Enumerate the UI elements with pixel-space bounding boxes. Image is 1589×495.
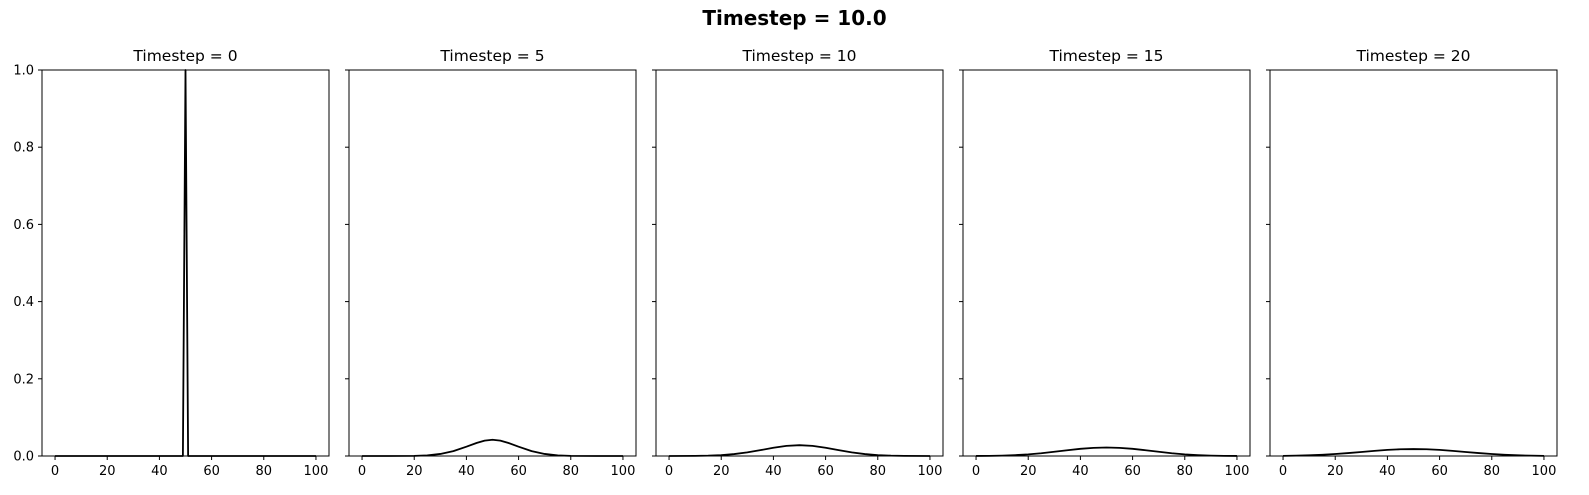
x-tick-label: 80: [869, 464, 886, 479]
axes-frame: [1269, 69, 1558, 457]
subplot-2: Timestep = 10 0 20 40 60 80 100: [652, 47, 944, 479]
x-tick-label: 40: [1072, 464, 1089, 479]
x-tick-label: 20: [406, 464, 423, 479]
x-tick-label: 0: [665, 464, 673, 479]
x-tick-label: 20: [1020, 464, 1037, 479]
x-tick-label: 0: [51, 464, 59, 479]
series-line-0: [362, 438, 623, 457]
subplot-title: Timestep = 20: [1355, 47, 1470, 65]
subplot-title: Timestep = 5: [439, 47, 544, 65]
x-tick-label: 80: [562, 464, 579, 479]
x-tick-label: 0: [1279, 464, 1287, 479]
subplot-panels: Timestep = 0 0 20 40 60 80 100 0.0 0.2 0.4 0.6 0.8 1…: [13, 47, 1558, 479]
x-tick-label: 80: [1483, 464, 1500, 479]
y-tick-label: 0.4: [13, 295, 34, 310]
x-tick-label: 80: [1176, 464, 1193, 479]
subplot-3: Timestep = 15 0 20 40 60 80 100: [959, 47, 1251, 479]
x-tick-label: 60: [1431, 464, 1448, 479]
y-tick-label: 0.8: [13, 141, 34, 156]
axes-frame: [41, 69, 330, 457]
series-line-0: [55, 69, 316, 457]
x-tick-label: 60: [817, 464, 834, 479]
axes-frame: [348, 69, 637, 457]
x-tick-label: 20: [99, 464, 116, 479]
x-tick-label: 80: [255, 464, 272, 479]
x-tick-label: 40: [458, 464, 475, 479]
axes-frame: [655, 69, 944, 457]
series-line-0: [976, 446, 1237, 457]
y-tick-label: 0.6: [13, 218, 34, 233]
x-tick-label: 60: [510, 464, 527, 479]
x-tick-label: 100: [611, 464, 636, 479]
x-tick-label: 60: [203, 464, 220, 479]
x-tick-label: 0: [972, 464, 980, 479]
subplot-title: Timestep = 15: [1048, 47, 1163, 65]
series-line-0: [1283, 448, 1544, 457]
subplot-0: Timestep = 0 0 20 40 60 80 100 0.0 0.2 0.4 0.6 0.8 1…: [13, 47, 330, 479]
series-line-0: [669, 444, 930, 457]
x-tick-label: 20: [713, 464, 730, 479]
x-tick-label: 20: [1327, 464, 1344, 479]
subplot-4: Timestep = 20 0 20 40 60 80 100: [1266, 47, 1558, 479]
subplot-1: Timestep = 5 0 20 40 60 80 100: [345, 47, 637, 479]
subplot-title: Timestep = 10: [741, 47, 856, 65]
y-tick-label: 0.0: [13, 450, 34, 465]
x-tick-label: 0: [358, 464, 366, 479]
x-tick-label: 100: [1532, 464, 1557, 479]
x-tick-label: 40: [1379, 464, 1396, 479]
x-tick-label: 40: [765, 464, 782, 479]
y-tick-label: 1.0: [13, 64, 34, 79]
x-tick-label: 100: [918, 464, 943, 479]
subplot-title: Timestep = 0: [132, 47, 237, 65]
x-tick-label: 100: [304, 464, 329, 479]
y-tick-label: 0.2: [13, 372, 34, 387]
figure-suptitle: Timestep = 10.0: [702, 6, 886, 30]
x-tick-label: 100: [1225, 464, 1250, 479]
x-tick-label: 60: [1124, 464, 1141, 479]
axes-frame: [962, 69, 1251, 457]
x-tick-label: 40: [151, 464, 168, 479]
